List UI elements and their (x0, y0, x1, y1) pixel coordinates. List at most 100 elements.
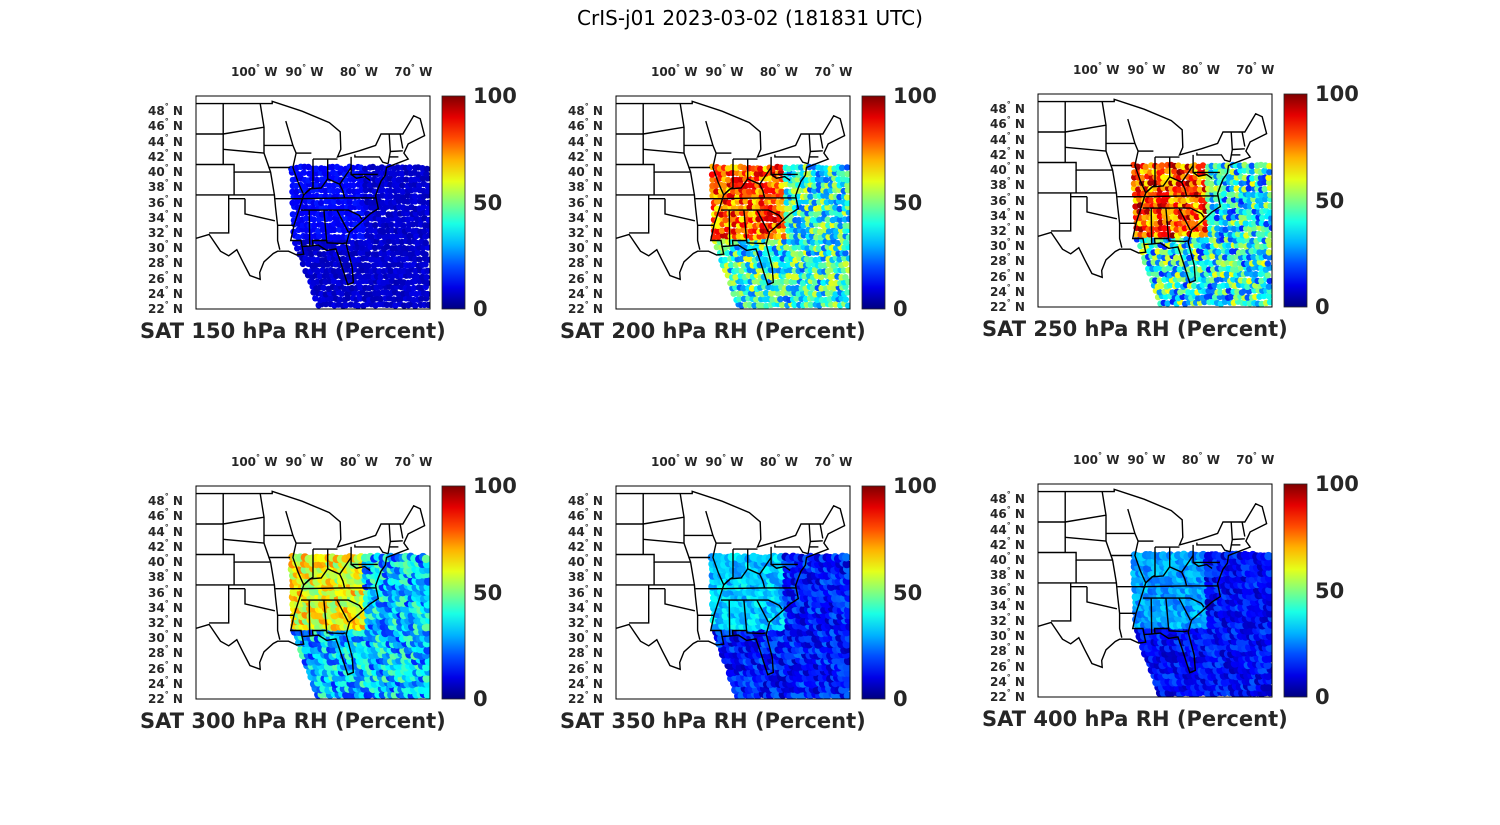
obs-dot (773, 272, 780, 280)
obs-dot (424, 222, 430, 229)
lat-tick-label: 48° N (568, 102, 603, 119)
lat-tick-label: 30° N (568, 239, 603, 256)
obs-dot (728, 261, 735, 269)
lon-tick-label: 70° W (814, 453, 853, 469)
obs-dot (289, 211, 297, 218)
panel-title: SAT 200 hPa RH (Percent) (560, 319, 866, 343)
lat-tick-label: 22° N (990, 298, 1025, 314)
obs-dot (422, 261, 429, 268)
obs-dot (721, 182, 728, 189)
obs-dot (1246, 208, 1253, 215)
colorbar-tick-label: 50 (893, 580, 923, 605)
obs-dot (416, 256, 423, 263)
obs-dot (425, 199, 430, 207)
obs-dot (426, 232, 430, 239)
colorbar-tick-label: 100 (473, 474, 517, 498)
obs-dot (363, 291, 370, 298)
obs-dot (424, 634, 430, 643)
obs-dot (1208, 186, 1215, 193)
lat-tick-label: 46° N (148, 117, 183, 134)
obs-dot (331, 226, 338, 234)
lat-tick-label: 48° N (148, 492, 183, 509)
obs-dot (1241, 174, 1249, 182)
obs-dot (420, 198, 427, 206)
lon-tick-label: 100° W (650, 453, 698, 469)
obs-dot (812, 279, 819, 286)
obs-dot (387, 267, 394, 274)
obs-dot (1250, 253, 1257, 261)
obs-dot (780, 233, 788, 240)
colorbar (861, 485, 886, 700)
obs-dot (1267, 231, 1272, 239)
obs-dot (336, 296, 344, 303)
obs-dot (1156, 207, 1163, 215)
lat-tick-label: 36° N (148, 583, 183, 600)
lat-tick-label: 24° N (568, 284, 603, 301)
obs-dot (785, 272, 792, 280)
obs-dot (414, 249, 421, 257)
obs-dot (845, 267, 850, 274)
obs-dot (845, 622, 850, 631)
obs-dot (1158, 162, 1166, 169)
obs-dot (826, 249, 833, 256)
obs-dot (1267, 209, 1272, 216)
lat-tick-label: 34° N (148, 598, 183, 615)
obs-dot (798, 262, 805, 269)
obs-dot (1246, 277, 1253, 285)
obs-dot (402, 250, 409, 257)
obs-dot (1260, 292, 1268, 300)
lon-tick-label: 100° W (1072, 61, 1120, 77)
obs-dot (713, 198, 721, 205)
obs-dot (1265, 283, 1272, 290)
obs-dot (805, 261, 812, 268)
obs-dot (793, 295, 800, 302)
obs-dot (425, 622, 430, 632)
obs-dot (1243, 232, 1250, 239)
obs-dot (365, 262, 372, 269)
colorbar-tick-label: 50 (473, 580, 503, 605)
lon-tick-label: 80° W (1181, 61, 1220, 77)
obs-dot (1266, 168, 1272, 176)
obs-dot (1141, 231, 1148, 239)
obs-dot (359, 199, 366, 207)
obs-dot (350, 182, 357, 189)
obs-dot (1224, 162, 1231, 169)
obs-dot (320, 238, 327, 245)
lat-tick-label: 34° N (568, 208, 603, 225)
obs-dot (795, 217, 802, 224)
obs-dot (844, 164, 850, 171)
obs-dot (839, 170, 846, 178)
obs-dot (1166, 282, 1174, 289)
obs-dot (320, 284, 327, 292)
obs-dot (1173, 202, 1180, 209)
lat-tick-label: 22° N (148, 690, 183, 706)
obs-dot (837, 222, 844, 230)
lat-tick-label: 40° N (148, 163, 183, 180)
lat-tick-label: 30° N (990, 237, 1025, 254)
obs-dot (824, 216, 831, 223)
obs-dot (814, 296, 821, 304)
obs-dot (361, 165, 369, 173)
lat-tick-label: 38° N (568, 568, 603, 585)
obs-dot (1266, 254, 1272, 261)
obs-dot (1203, 248, 1210, 256)
obs-dot (365, 250, 372, 257)
obs-dot (1249, 180, 1256, 187)
colorbar-tick-label: 100 (893, 474, 937, 498)
map-frame (615, 485, 851, 700)
obs-dot (745, 188, 753, 195)
obs-dot (311, 222, 318, 229)
obs-dot (1221, 254, 1229, 261)
obs-dot (1160, 197, 1167, 204)
panel-title: SAT 300 hPa RH (Percent) (140, 709, 446, 733)
obs-dot (371, 244, 379, 252)
map-panel-300: 100° W 90° W 80° W 70° W 48° N 46° N 44° N 42° … (140, 453, 560, 755)
state-borders (1038, 488, 1268, 674)
obs-dot (366, 181, 373, 189)
obs-dot (421, 554, 430, 564)
obs-dot (342, 302, 350, 309)
obs-dot (791, 244, 798, 251)
obs-dot (746, 222, 754, 229)
obs-dot (376, 232, 383, 240)
obs-dot (335, 234, 342, 241)
